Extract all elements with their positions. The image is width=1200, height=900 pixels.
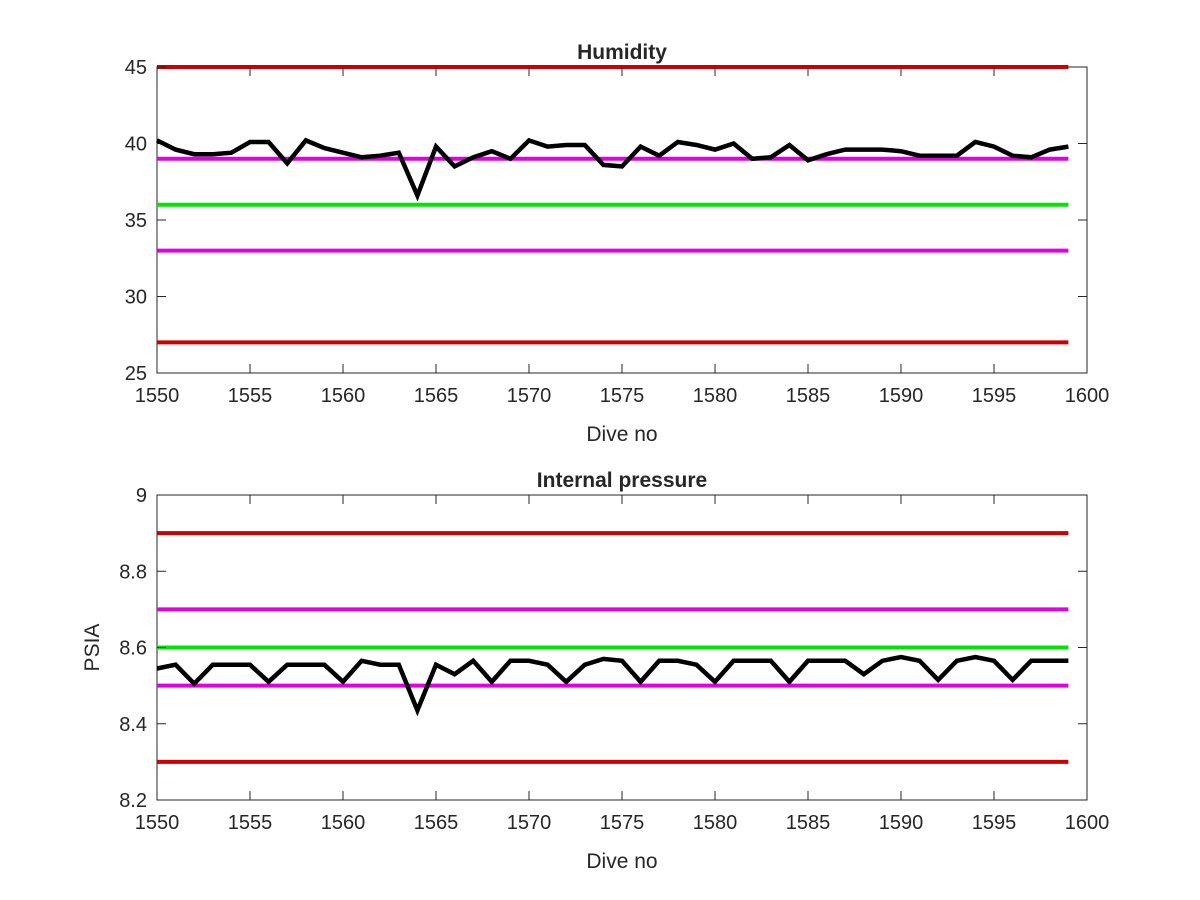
x-axis-label: Dive no [586, 850, 657, 873]
x-tick-label: 1565 [414, 812, 459, 834]
x-tick-label: 1565 [414, 385, 459, 407]
x-tick-label: 1560 [321, 812, 366, 834]
x-tick-label: 1560 [321, 385, 366, 407]
x-tick-label: 1550 [135, 385, 180, 407]
y-tick-label: 8.4 [119, 714, 147, 736]
x-tick-label: 1600 [1065, 385, 1110, 407]
x-tick-label: 1550 [135, 812, 180, 834]
y-tick-label: 8.2 [119, 790, 147, 812]
data-series-line [156, 654, 1069, 717]
y-tick-label: 25 [125, 363, 147, 385]
y-tick-label: 8.8 [119, 561, 147, 583]
y-tick-label: 35 [125, 210, 147, 232]
chart-title: Internal pressure [537, 469, 707, 492]
x-tick-label: 1585 [786, 812, 831, 834]
y-tick-label: 9 [136, 485, 147, 507]
x-tick-label: 1590 [879, 812, 924, 834]
x-tick-label: 1595 [972, 812, 1017, 834]
x-tick-label: 1580 [693, 385, 738, 407]
y-tick-label: 30 [125, 287, 147, 309]
x-tick-label: 1575 [600, 812, 645, 834]
x-tick-label: 1580 [693, 812, 738, 834]
data-series-line [156, 137, 1069, 202]
x-tick-label: 1555 [228, 812, 273, 834]
x-tick-label: 1570 [507, 385, 552, 407]
chart-title: Humidity [577, 41, 667, 64]
x-tick-label: 1595 [972, 385, 1017, 407]
x-tick-label: 1555 [228, 385, 273, 407]
x-tick-label: 1590 [879, 385, 924, 407]
humidity-plot: 1550 1555 1560 1565 1570 1575 1580 1585 1590 1595… [125, 41, 1110, 446]
axes-box [156, 66, 1088, 374]
y-tick-label: 8.6 [119, 638, 147, 660]
x-tick-label: 1600 [1065, 812, 1110, 834]
x-axis-label: Dive no [586, 423, 657, 446]
y-axis-label: PSIA [81, 624, 104, 672]
y-tick-label: 45 [125, 57, 147, 79]
x-tick-label: 1575 [600, 385, 645, 407]
y-tick-label: 40 [125, 134, 147, 156]
internal-pressure-plot: 1550 1555 1560 1565 1570 1575 1580 1585 1590 1595… [81, 469, 1109, 873]
x-tick-label: 1585 [786, 385, 831, 407]
x-tick-label: 1570 [507, 812, 552, 834]
